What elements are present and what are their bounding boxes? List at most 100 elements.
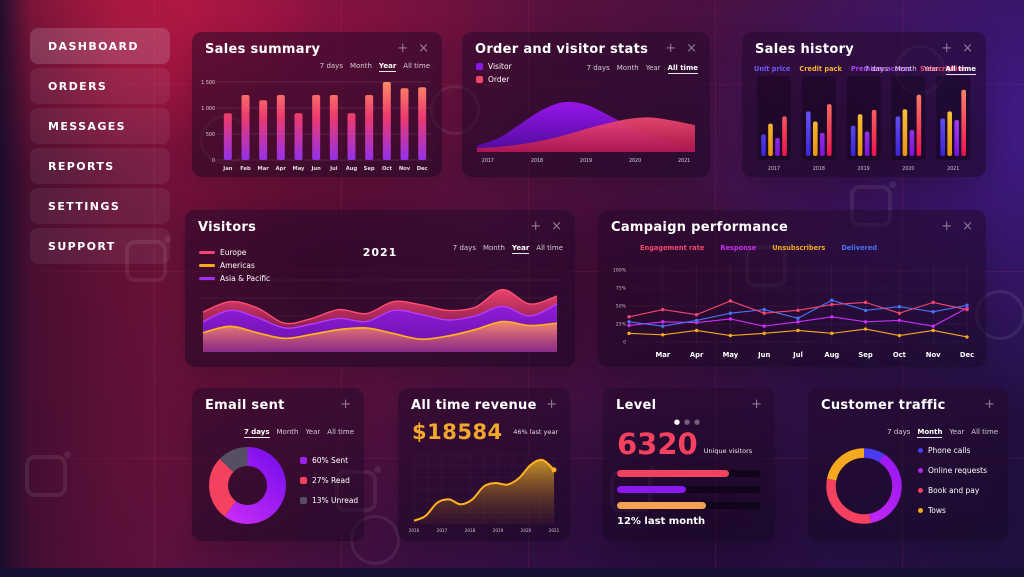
panel-header: Customer traffic + [808,388,1008,413]
visitors-chart [199,266,561,364]
add-icon[interactable]: + [665,41,677,56]
sidebar-item-support[interactable]: SUPPORT [30,228,170,264]
svg-text:Dec: Dec [960,351,974,359]
svg-text:100%: 100% [613,268,627,274]
chart-legend: 60% Sent 27% Read 13% Unread [300,456,358,505]
svg-text:Jul: Jul [329,166,338,172]
filter-month[interactable]: Month [917,428,943,438]
legend-item: 60% Sent [300,456,358,465]
filter-7-days[interactable]: 7 days [452,244,476,252]
filter-year[interactable]: Year [305,428,321,436]
filter-month[interactable]: Month [482,244,505,252]
watermark-icon [25,451,71,497]
add-icon[interactable]: + [941,219,953,234]
svg-text:2019: 2019 [580,158,592,164]
filter-all-time[interactable]: All time [536,244,563,252]
sidebar-item-dashboard[interactable]: DASHBOARD [30,28,170,64]
legend-swatch [476,63,483,70]
legend-swatch [476,76,483,83]
add-icon[interactable]: + [984,397,995,412]
add-icon[interactable]: + [751,397,762,412]
progress-bar [617,502,761,509]
legend-swatch [300,477,307,484]
legend-item: Delivered [841,244,877,252]
svg-text:0: 0 [623,340,626,346]
sidebar-item-settings[interactable]: SETTINGS [30,188,170,224]
filter-all-time[interactable]: All time [945,65,976,75]
filter-month[interactable]: Month [616,64,639,72]
close-icon[interactable]: × [418,41,429,56]
filter-7-days[interactable]: 7 days [243,428,270,438]
carousel-dot[interactable]: ● [673,418,684,426]
sidebar-item-reports[interactable]: REPORTS [30,148,170,184]
filter-7-days[interactable]: 7 days [887,428,911,436]
sidebar-item-orders[interactable]: ORDERS [30,68,170,104]
svg-text:Apr: Apr [690,351,704,359]
filter-year[interactable]: Year [949,428,965,436]
filter-year[interactable]: Year [378,62,397,72]
panel-title: Sales summary [205,42,321,57]
filter-month[interactable]: Month [349,62,372,70]
close-icon[interactable]: × [686,41,697,56]
svg-text:Nov: Nov [926,351,941,359]
close-icon[interactable]: × [962,41,973,56]
carousel-dot[interactable]: ● [683,418,695,426]
level-note: 12% last month [617,516,706,527]
svg-text:0: 0 [212,158,215,164]
filter-all-time[interactable]: All time [327,428,354,436]
panel-title: Email sent [205,398,285,413]
add-icon[interactable]: + [397,41,409,56]
filter-year[interactable]: Year [645,64,661,72]
panel-campaign-performance: Campaign performance + × Engagement rate… [598,210,986,367]
legend-item: Unit price [754,65,791,73]
legend-item: 13% Unread [300,496,358,505]
svg-text:Sep: Sep [364,166,375,172]
legend-item: Engagement rate [640,244,705,252]
add-icon[interactable]: + [546,397,557,412]
panel-title: Sales history [755,42,855,57]
add-icon[interactable]: + [941,41,953,56]
carousel-dot[interactable]: ● [694,418,705,426]
svg-text:2021: 2021 [947,166,959,172]
filter-year[interactable]: Year [511,244,530,254]
filter-7-days[interactable]: 7 days [586,64,610,72]
year-label: 2021 [362,246,398,259]
legend-item: Response [720,244,757,252]
filter-all-time[interactable]: All time [667,64,698,74]
svg-text:2017: 2017 [482,158,494,164]
filter-month[interactable]: Month [276,428,299,436]
close-icon[interactable]: × [962,219,973,234]
time-filters: 7 days Month Year All time [453,244,563,254]
svg-text:2018: 2018 [465,528,476,533]
time-filters: 7 days Month Year All time [887,428,998,438]
time-filters: 7 days Month Year All time [243,428,354,438]
order-visitor-chart: 2017 2018 2019 2020 2021 [473,80,699,172]
filter-all-time[interactable]: All time [403,62,430,70]
add-icon[interactable]: + [530,219,542,234]
chart-legend: Visitor Order [476,62,512,84]
svg-text:Nov: Nov [399,166,411,172]
legend-item: Americas [199,261,270,270]
panel-sales-summary: Sales summary + × 7 days Month Year All tim… [192,32,442,177]
filter-7-days[interactable]: 7 days [319,62,343,70]
svg-text:2020: 2020 [902,166,914,172]
panel-all-time-revenue: All time revenue + $18584 46% last year … [398,388,570,541]
revenue-note: 46% last year [513,428,558,436]
filter-7-days[interactable]: 7 days [864,65,888,73]
add-icon[interactable]: + [340,397,351,412]
legend-swatch [918,468,923,473]
sidebar-item-messages[interactable]: MESSAGES [30,108,170,144]
svg-text:2019: 2019 [493,528,504,533]
filter-year[interactable]: Year [923,65,939,73]
unique-visitors-label: Unique visitors [703,447,753,455]
panel-header: Sales summary + × [192,32,442,57]
filter-month[interactable]: Month [894,65,917,73]
filter-all-time[interactable]: All time [971,428,998,436]
close-icon[interactable]: × [551,219,562,234]
legend-swatch [300,497,307,504]
chart-legend: Phone calls Online requests Book and pay To… [918,446,987,515]
panel-title: All time revenue [411,398,537,413]
legend-item: Phone calls [918,446,987,455]
chart-legend: Unit price Credit pack Premium access Subsc… [754,65,967,73]
svg-text:Sep: Sep [858,351,873,359]
